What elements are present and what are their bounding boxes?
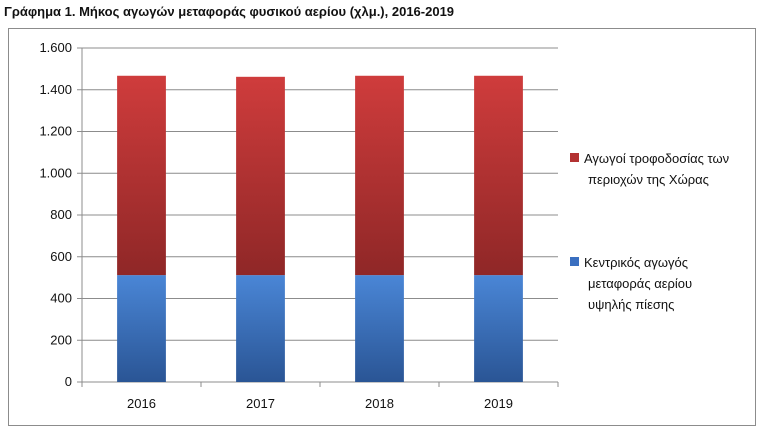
x-tick-label: 2018 xyxy=(365,396,394,411)
bars xyxy=(117,75,523,382)
legend-label: Κεντρικός αγωγός xyxy=(584,255,688,270)
x-tick-label: 2019 xyxy=(484,396,513,411)
bar-supply-pipelines-2019 xyxy=(474,75,523,276)
y-tick-label: 1.200 xyxy=(39,124,72,139)
tick-labels: 0 200 400 600 800 1.000 1.200 1.400 1.600 2016 201… xyxy=(39,40,513,411)
bar-central-pipeline-2018 xyxy=(355,275,404,382)
bar-supply-pipelines-2018 xyxy=(355,75,404,276)
y-tick-label: 0 xyxy=(65,374,72,389)
legend-label: Αγωγοί τροφοδοσίας των xyxy=(584,151,729,166)
legend-swatch xyxy=(570,153,579,162)
y-tick-label: 1.600 xyxy=(39,40,72,55)
y-tick-label: 1.400 xyxy=(39,82,72,97)
legend-label: μεταφοράς αερίου xyxy=(588,276,692,291)
bar-supply-pipelines-2016 xyxy=(117,75,166,276)
bar-central-pipeline-2017 xyxy=(236,275,285,382)
y-tick-label: 200 xyxy=(50,332,72,347)
bar-central-pipeline-2019 xyxy=(474,275,523,382)
x-tick-label: 2017 xyxy=(246,396,275,411)
y-tick-label: 800 xyxy=(50,207,72,222)
y-tick-label: 400 xyxy=(50,291,72,306)
chart-title: Γράφημα 1. Μήκος αγωγών μεταφοράς φυσικο… xyxy=(4,4,455,19)
legend-label: υψηλής πίεσης xyxy=(588,297,674,312)
bar-central-pipeline-2016 xyxy=(117,275,166,382)
x-tick-label: 2016 xyxy=(127,396,156,411)
legend: Αγωγοί τροφοδοσίας των περιοχών της Χώρας… xyxy=(570,151,729,312)
legend-label: περιοχών της Χώρας xyxy=(588,172,709,187)
y-tick-label: 1.000 xyxy=(39,165,72,180)
legend-swatch xyxy=(570,257,579,266)
y-tick-label: 600 xyxy=(50,249,72,264)
bar-supply-pipelines-2017 xyxy=(236,76,285,276)
